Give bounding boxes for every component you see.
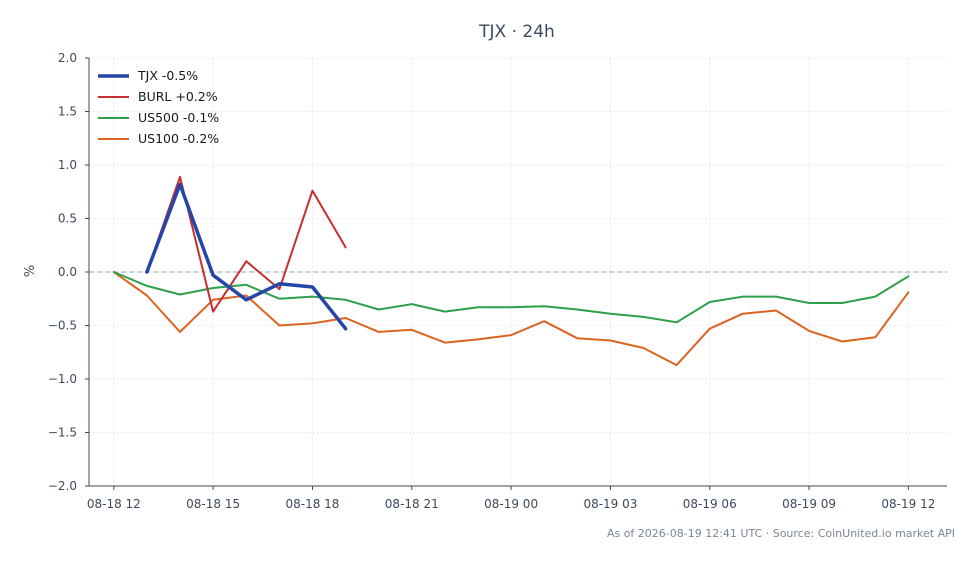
legend: TJX -0.5% BURL +0.2% US500 -0.1% US100 -0.2… [98,68,219,146]
y-tick-label: 2.0 [58,51,77,65]
x-tick-label: 08-18 21 [385,497,439,511]
y-tick-label: 0.5 [58,212,77,226]
x-tick-label: 08-18 18 [285,497,339,511]
legend-label-us500: US500 -0.1% [138,110,219,125]
y-tick-label: −1.0 [48,372,77,386]
series-line-tjx [145,182,348,331]
y-tick-label: 0.0 [58,265,77,279]
footer-source: As of 2026-08-19 12:41 UTC · Source: Coi… [607,527,955,540]
series-line-us500 [112,271,910,324]
y-tick-label: 1.0 [58,158,77,172]
x-tick-label: 08-19 06 [683,497,737,511]
y-tick-label: −0.5 [48,319,77,333]
chart-title: TJX · 24h [478,22,555,42]
legend-label-tjx: TJX -0.5% [137,68,198,83]
x-tick-label: 08-18 15 [186,497,240,511]
legend-label-us100: US100 -0.2% [138,131,219,146]
legend-label-burl: BURL +0.2% [138,89,218,104]
y-tick-label: −2.0 [48,479,77,493]
x-tick-label: 08-18 12 [87,497,141,511]
x-tick-label: 08-19 12 [881,497,935,511]
y-tick-label: −1.5 [48,426,77,440]
series-lines [112,175,910,367]
y-tick-label: 1.5 [58,105,77,119]
y-axis-label: % [23,265,38,277]
y-axis-ticks: −2.0 −1.5 −1.0 −0.5 0.0 0.5 1.0 1.5 2.0 [48,51,89,493]
x-tick-label: 08-19 09 [782,497,836,511]
x-axis-ticks: 08-18 12 08-18 15 08-18 18 08-18 21 08-19 00… [87,486,935,511]
series-line-us100 [112,271,910,367]
x-tick-label: 08-19 00 [484,497,538,511]
x-tick-label: 08-19 03 [583,497,637,511]
series-line-burl [145,175,347,313]
